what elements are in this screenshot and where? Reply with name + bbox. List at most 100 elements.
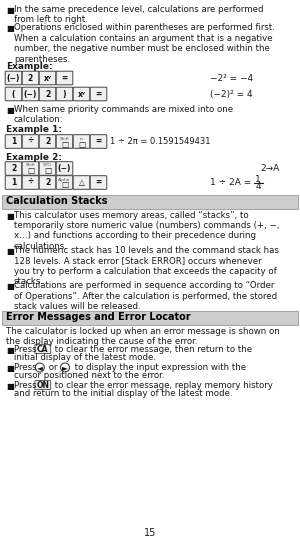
FancyBboxPatch shape xyxy=(22,134,39,149)
Text: (−): (−) xyxy=(24,90,37,99)
Text: 1: 1 xyxy=(255,175,261,184)
Text: 2: 2 xyxy=(11,164,16,173)
Text: ÷: ÷ xyxy=(27,178,34,187)
Text: 2: 2 xyxy=(45,90,50,99)
FancyBboxPatch shape xyxy=(73,176,90,190)
FancyBboxPatch shape xyxy=(39,161,56,176)
FancyBboxPatch shape xyxy=(35,381,51,389)
Text: ON: ON xyxy=(36,381,49,390)
FancyBboxPatch shape xyxy=(39,134,56,149)
FancyBboxPatch shape xyxy=(5,134,22,149)
Text: ): ) xyxy=(63,90,66,99)
Text: to clear the error message, then return to the: to clear the error message, then return … xyxy=(52,345,252,354)
FancyBboxPatch shape xyxy=(39,87,56,101)
Text: ■: ■ xyxy=(7,247,14,256)
Text: xʸ: xʸ xyxy=(44,74,52,83)
FancyBboxPatch shape xyxy=(73,134,90,149)
FancyBboxPatch shape xyxy=(73,87,90,101)
Text: to clear the error message, replay memory history: to clear the error message, replay memor… xyxy=(52,381,273,389)
Text: ■: ■ xyxy=(7,106,14,115)
Text: This calculator uses memory areas, called “stacks”, to
temporarily store numeric: This calculator uses memory areas, calle… xyxy=(14,211,280,251)
Text: Press: Press xyxy=(14,381,39,389)
Text: Calculations are performed in sequence according to “Order
of Operations”. After: Calculations are performed in sequence a… xyxy=(14,281,277,311)
Text: =: = xyxy=(61,74,68,83)
Text: ■: ■ xyxy=(7,363,14,373)
Text: □: □ xyxy=(78,139,85,148)
FancyBboxPatch shape xyxy=(22,161,39,176)
FancyBboxPatch shape xyxy=(22,176,39,190)
FancyBboxPatch shape xyxy=(22,87,39,101)
Text: ■: ■ xyxy=(7,346,14,354)
Text: Example 2:: Example 2: xyxy=(6,152,62,161)
Text: 2: 2 xyxy=(45,137,50,146)
Text: =: = xyxy=(95,178,102,187)
Text: (−): (−) xyxy=(7,74,20,83)
Text: ■: ■ xyxy=(7,212,14,220)
Text: Calculation Stacks: Calculation Stacks xyxy=(6,197,107,206)
Text: π: π xyxy=(80,137,83,140)
Text: Press: Press xyxy=(14,345,39,354)
Text: or: or xyxy=(46,362,61,372)
Text: □: □ xyxy=(44,166,51,176)
Text: 2: 2 xyxy=(45,178,50,187)
Text: The calculator is locked up when an error message is shown on
the display indica: The calculator is locked up when an erro… xyxy=(6,327,280,346)
FancyBboxPatch shape xyxy=(56,134,73,149)
Text: =: = xyxy=(95,137,102,146)
FancyBboxPatch shape xyxy=(90,87,107,101)
Text: 15: 15 xyxy=(144,528,156,538)
FancyBboxPatch shape xyxy=(90,134,107,149)
Text: 2: 2 xyxy=(28,74,33,83)
FancyBboxPatch shape xyxy=(39,71,56,85)
Text: (−): (−) xyxy=(58,164,71,173)
Text: ÷: ÷ xyxy=(27,137,34,146)
Text: Shift: Shift xyxy=(26,164,35,167)
FancyBboxPatch shape xyxy=(5,87,22,101)
FancyBboxPatch shape xyxy=(5,176,22,190)
Text: The numeric stack has 10 levels and the command stack has
128 levels. A stack er: The numeric stack has 10 levels and the … xyxy=(14,246,279,286)
Text: 4: 4 xyxy=(255,182,261,191)
Text: In the same precedence level, calculations are performed
from left to right.: In the same precedence level, calculatio… xyxy=(14,5,263,24)
FancyBboxPatch shape xyxy=(90,176,107,190)
Text: 1: 1 xyxy=(11,137,16,146)
Text: □: □ xyxy=(27,166,34,176)
FancyBboxPatch shape xyxy=(56,161,73,176)
Text: △: △ xyxy=(79,178,84,187)
FancyBboxPatch shape xyxy=(2,310,298,325)
Text: CA: CA xyxy=(37,345,49,354)
Text: xʸ: xʸ xyxy=(77,90,86,99)
Text: STO: STO xyxy=(43,164,52,167)
Text: and return to the initial display of the latest mode.: and return to the initial display of the… xyxy=(14,389,232,398)
Text: ►: ► xyxy=(62,363,68,372)
Text: ■: ■ xyxy=(7,24,14,33)
Text: Shift: Shift xyxy=(59,137,70,140)
Text: ■: ■ xyxy=(7,282,14,292)
Text: Example 1:: Example 1: xyxy=(6,125,62,134)
Text: Error Messages and Error Locator: Error Messages and Error Locator xyxy=(6,313,190,322)
Text: Example:: Example: xyxy=(6,62,52,71)
Text: 1: 1 xyxy=(11,178,16,187)
Text: 2→A: 2→A xyxy=(260,164,279,173)
Text: ◄: ◄ xyxy=(37,363,43,372)
FancyBboxPatch shape xyxy=(56,176,73,190)
FancyBboxPatch shape xyxy=(22,71,39,85)
Text: 1 ÷ 2A =: 1 ÷ 2A = xyxy=(210,178,254,187)
Text: Press: Press xyxy=(14,362,39,372)
Text: −2² = −4: −2² = −4 xyxy=(210,74,253,83)
Text: Operations enclosed within parentheses are performed first.
When a calculation c: Operations enclosed within parentheses a… xyxy=(14,24,275,64)
Text: initial display of the latest mode.: initial display of the latest mode. xyxy=(14,353,156,362)
FancyBboxPatch shape xyxy=(56,71,73,85)
Text: □: □ xyxy=(61,180,68,190)
FancyBboxPatch shape xyxy=(56,87,73,101)
FancyBboxPatch shape xyxy=(5,71,22,85)
Text: to display the input expression with the: to display the input expression with the xyxy=(71,362,246,372)
Text: ■: ■ xyxy=(7,381,14,390)
FancyBboxPatch shape xyxy=(5,161,22,176)
Text: =: = xyxy=(95,90,102,99)
Text: When same priority commands are mixed into one
calculation:: When same priority commands are mixed in… xyxy=(14,105,233,124)
Text: □: □ xyxy=(61,139,68,148)
Text: (: ( xyxy=(12,90,15,99)
Text: cursor positioned next to the error.: cursor positioned next to the error. xyxy=(14,371,164,380)
Text: Alpha: Alpha xyxy=(58,178,71,181)
Text: 1 ÷ 2π = 0.1591549431: 1 ÷ 2π = 0.1591549431 xyxy=(110,137,211,146)
FancyBboxPatch shape xyxy=(39,176,56,190)
